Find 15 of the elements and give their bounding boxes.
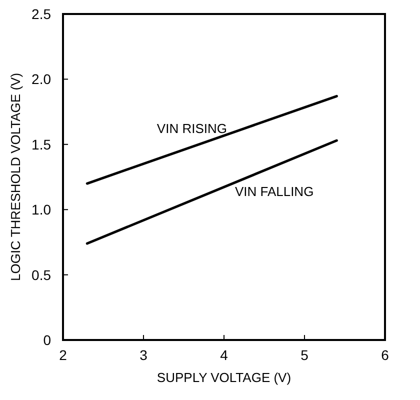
y-axis-title: LOGIC THRESHOLD VOLTAGE (V): [8, 72, 23, 282]
series-label: VIN FALLING: [234, 184, 314, 200]
y-tick-label: 1.0: [32, 202, 52, 218]
x-tick-label: 6: [381, 347, 390, 363]
x-tick-label: 3: [140, 347, 148, 363]
x-tick-label: 2: [59, 347, 68, 363]
y-tick-label: 0.5: [32, 266, 52, 283]
series-label: VIN RISING: [156, 120, 227, 136]
y-tick-label: 2.0: [32, 71, 52, 88]
y-tick-label: 0: [43, 332, 52, 348]
x-axis-title: SUPPLY VOLTAGE (V): [156, 370, 292, 385]
x-tick-label: 4: [220, 347, 228, 363]
y-tick-label: 2.5: [32, 6, 52, 22]
x-tick-label: 5: [300, 347, 309, 363]
y-tick-label: 1.5: [32, 136, 52, 152]
